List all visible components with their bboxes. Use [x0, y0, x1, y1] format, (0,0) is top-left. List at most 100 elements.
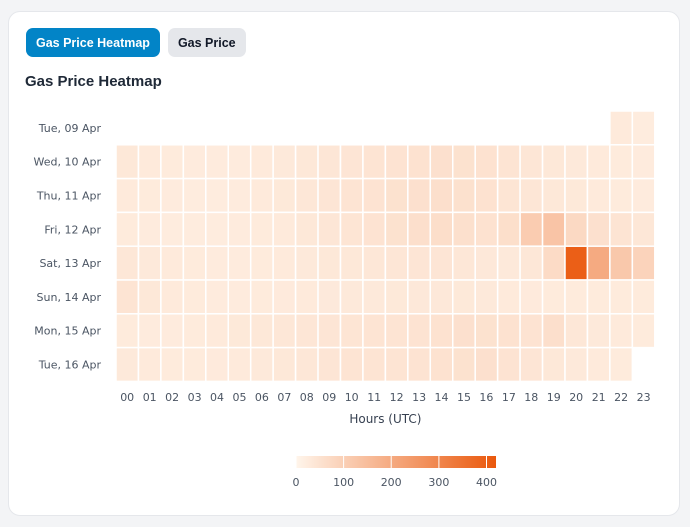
heatmap-cell[interactable]: [519, 177, 544, 214]
heatmap-cell[interactable]: [115, 346, 140, 383]
heatmap-cell[interactable]: [474, 177, 499, 214]
heatmap-cell[interactable]: [474, 346, 499, 383]
heatmap-cell[interactable]: [609, 346, 634, 383]
heatmap-cell[interactable]: [384, 144, 409, 180]
heatmap-cell[interactable]: [339, 144, 364, 180]
heatmap-cell[interactable]: [609, 245, 634, 281]
heatmap-cell[interactable]: [384, 177, 409, 214]
heatmap-cell[interactable]: [362, 245, 387, 281]
heatmap-cell[interactable]: [564, 144, 589, 180]
heatmap-cell[interactable]: [272, 211, 297, 247]
heatmap-cell[interactable]: [227, 346, 252, 383]
heatmap-cell[interactable]: [272, 346, 297, 383]
heatmap-cell[interactable]: [317, 245, 342, 281]
heatmap-cell[interactable]: [384, 279, 409, 315]
heatmap-cell[interactable]: [205, 313, 230, 349]
heatmap-cell[interactable]: [407, 279, 432, 315]
heatmap-cell[interactable]: [249, 346, 274, 383]
heatmap-cell[interactable]: [384, 346, 409, 383]
heatmap-cell[interactable]: [496, 211, 521, 247]
heatmap-cell[interactable]: [317, 144, 342, 180]
heatmap-cell[interactable]: [586, 211, 611, 247]
heatmap-cell[interactable]: [362, 346, 387, 383]
heatmap-cell[interactable]: [249, 313, 274, 349]
heatmap-cell[interactable]: [586, 279, 611, 315]
heatmap-cell[interactable]: [272, 177, 297, 214]
heatmap-cell[interactable]: [205, 245, 230, 281]
heatmap-cell[interactable]: [541, 279, 566, 315]
heatmap-cell[interactable]: [339, 346, 364, 383]
heatmap-cell[interactable]: [227, 279, 252, 315]
heatmap-cell[interactable]: [115, 211, 140, 247]
heatmap-cell[interactable]: [294, 144, 319, 180]
heatmap-cell[interactable]: [474, 313, 499, 349]
heatmap-cell[interactable]: [339, 313, 364, 349]
heatmap-cell[interactable]: [519, 144, 544, 180]
heatmap-cell[interactable]: [339, 245, 364, 281]
heatmap-cell[interactable]: [249, 279, 274, 315]
heatmap-cell[interactable]: [272, 313, 297, 349]
heatmap-cell[interactable]: [586, 346, 611, 383]
heatmap-cell[interactable]: [294, 245, 319, 281]
heatmap-cell[interactable]: [609, 279, 634, 315]
heatmap-cell[interactable]: [519, 279, 544, 315]
heatmap-cell[interactable]: [609, 313, 634, 349]
heatmap-cell[interactable]: [205, 346, 230, 383]
heatmap-cell[interactable]: [496, 279, 521, 315]
heatmap-cell[interactable]: [137, 144, 162, 180]
heatmap-cell[interactable]: [564, 313, 589, 349]
heatmap-cell[interactable]: [249, 245, 274, 281]
heatmap-cell[interactable]: [452, 346, 476, 383]
heatmap-cell[interactable]: [115, 177, 140, 214]
heatmap-cell[interactable]: [317, 346, 342, 383]
heatmap-cell[interactable]: [137, 279, 162, 315]
heatmap-cell[interactable]: [541, 177, 566, 214]
heatmap-cell[interactable]: [115, 313, 140, 349]
heatmap-cell[interactable]: [609, 144, 634, 180]
heatmap-cell[interactable]: [541, 144, 566, 180]
heatmap-cell[interactable]: [474, 211, 499, 247]
heatmap-cell[interactable]: [407, 313, 432, 349]
heatmap-cell[interactable]: [294, 177, 319, 214]
heatmap-cell[interactable]: [362, 177, 387, 214]
heatmap-cell[interactable]: [137, 313, 162, 349]
heatmap-cell[interactable]: [429, 245, 454, 281]
heatmap-cell[interactable]: [384, 211, 409, 247]
heatmap-cell[interactable]: [272, 144, 297, 180]
heatmap-cell[interactable]: [452, 144, 476, 180]
heatmap-cell[interactable]: [609, 211, 634, 247]
heatmap-cell[interactable]: [227, 313, 252, 349]
heatmap-cell[interactable]: [474, 279, 499, 315]
heatmap-cell[interactable]: [249, 177, 274, 214]
heatmap-cell[interactable]: [541, 346, 566, 383]
heatmap-cell[interactable]: [227, 245, 252, 281]
heatmap-cell[interactable]: [249, 144, 274, 180]
heatmap-cell[interactable]: [160, 279, 185, 315]
heatmap-cell[interactable]: [564, 211, 589, 247]
heatmap-cell[interactable]: [115, 245, 140, 281]
heatmap-cell[interactable]: [115, 144, 140, 180]
heatmap-cell[interactable]: [182, 245, 207, 281]
heatmap-cell[interactable]: [564, 279, 589, 315]
heatmap-cell[interactable]: [137, 245, 162, 281]
heatmap-cell[interactable]: [519, 346, 544, 383]
heatmap-cell[interactable]: [586, 144, 611, 180]
heatmap-cell[interactable]: [631, 211, 656, 247]
heatmap-cell[interactable]: [160, 313, 185, 349]
heatmap-cell[interactable]: [564, 245, 589, 281]
heatmap-cell[interactable]: [160, 211, 185, 247]
heatmap-cell[interactable]: [272, 245, 297, 281]
heatmap-cell[interactable]: [182, 313, 207, 349]
heatmap-cell[interactable]: [564, 346, 589, 383]
heatmap-cell[interactable]: [272, 279, 297, 315]
heatmap-cell[interactable]: [631, 313, 656, 349]
heatmap-cell[interactable]: [407, 245, 432, 281]
heatmap-cell[interactable]: [452, 313, 476, 349]
heatmap-cell[interactable]: [474, 245, 499, 281]
heatmap-cell[interactable]: [429, 177, 454, 214]
heatmap-cell[interactable]: [609, 177, 634, 214]
heatmap-cell[interactable]: [160, 144, 185, 180]
tab-gas-price-heatmap[interactable]: Gas Price Heatmap: [26, 28, 160, 57]
heatmap-cell[interactable]: [115, 279, 140, 315]
heatmap-cell[interactable]: [137, 177, 162, 214]
